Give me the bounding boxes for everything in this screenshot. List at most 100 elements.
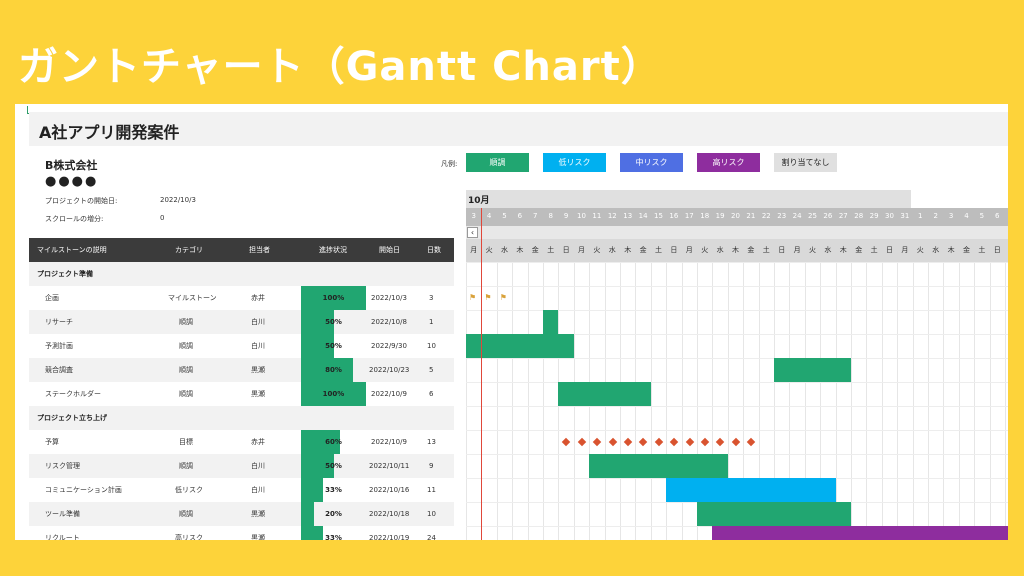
day-number: 30	[885, 212, 894, 220]
milestone-diamond	[577, 437, 587, 447]
project-start-label: プロジェクトの開始日:	[45, 197, 118, 205]
month-label: 10月	[468, 196, 490, 206]
day-number: 4	[486, 212, 492, 220]
milestone-diamond	[700, 437, 710, 447]
gantt-bar[interactable]	[466, 334, 574, 358]
grid-column-line	[820, 262, 822, 540]
weekday-label: 日	[562, 246, 570, 254]
progress-label: 60%	[325, 438, 342, 446]
gantt-bar[interactable]	[697, 502, 851, 526]
gantt-bar[interactable]	[666, 478, 836, 502]
row-owner: 黒瀬	[251, 534, 265, 540]
table-row[interactable]: リスク管理 順調 白川 50% 2022/10/11 9	[29, 454, 454, 478]
table-row[interactable]: 競合調査 順調 黒瀬 80% 2022/10/23 5	[29, 358, 454, 382]
section-label: プロジェクト準備	[37, 270, 93, 278]
table-row[interactable]: ステークホルダー 順調 黒瀬 100% 2022/10/9 6	[29, 382, 454, 406]
table-row[interactable]: コミュニケーション計画 低リスク 白川 33% 2022/10/16 11	[29, 478, 454, 502]
table-row[interactable]: 予測計画 順調 白川 50% 2022/9/30 10	[29, 334, 454, 358]
day-number: 21	[746, 212, 756, 220]
section-row[interactable]: プロジェクト立ち上げ	[29, 406, 454, 430]
gantt-chart: 10月 3 4 5 6 7 8 9 10 11 12 13 14 15 16 17 18 19 20 21 22 23 2…	[466, 190, 1008, 540]
row-start: 2022/10/23	[369, 366, 410, 374]
table-row[interactable]: リサーチ 順調 白川 50% 2022/10/8 1	[29, 310, 454, 334]
progress-label: 80%	[325, 366, 342, 374]
day-number: 11	[592, 212, 602, 220]
project-start-value[interactable]: 2022/10/3	[160, 196, 196, 204]
progress-bar	[301, 478, 323, 502]
weekday-label: 日	[670, 246, 678, 254]
row-category: 順調	[179, 390, 193, 398]
table-row[interactable]: 企画 マイルストーン 赤井 100% 2022/10/3 3	[29, 286, 454, 310]
header-owner[interactable]: 担当者	[249, 246, 270, 254]
project-title[interactable]: A社アプリ開発案件	[39, 123, 180, 142]
progress-label: 50%	[325, 318, 342, 326]
scroll-increment-value[interactable]: 0	[160, 214, 165, 222]
row-owner: 白川	[251, 318, 265, 326]
row-days: 10	[427, 510, 436, 518]
weekday-label: 木	[731, 246, 739, 254]
month-header: 10月	[466, 190, 911, 208]
grid-column-line	[928, 262, 929, 540]
grid-column-line	[851, 262, 852, 540]
legend-unassigned: 割り当てなし	[774, 153, 837, 172]
milestone-diamond	[654, 437, 664, 447]
row-desc: リクルート	[45, 534, 80, 540]
weekday-label: 日	[778, 246, 786, 254]
gantt-bar[interactable]	[543, 310, 559, 334]
grid-column-line	[943, 262, 945, 540]
weekday-label: 月	[470, 246, 478, 254]
row-start: 2022/10/18	[369, 510, 410, 518]
progress-bar	[301, 526, 323, 540]
day-number: 31	[900, 212, 910, 220]
row-days: 24	[427, 534, 436, 540]
weekday-label: 月	[793, 246, 801, 254]
progress-label: 50%	[325, 342, 342, 350]
section-row[interactable]: プロジェクト準備	[29, 262, 454, 286]
table-row[interactable]: 予算 目標 赤井 60% 2022/10/9 13	[29, 430, 454, 454]
milestone-diamond	[562, 437, 571, 447]
gantt-bar[interactable]	[558, 382, 651, 406]
row-owner: 黒瀬	[251, 390, 265, 398]
day-number: 14	[638, 212, 648, 220]
table-row[interactable]: リクルート 高リスク 黒瀬 33% 2022/10/19 24	[29, 526, 454, 540]
company-name[interactable]: B株式会社	[45, 159, 98, 172]
company-placeholder-dots[interactable]: ●●●●	[45, 174, 99, 189]
grid-column-line	[727, 262, 729, 540]
day-number: 24	[792, 212, 802, 220]
day-number: 5	[502, 212, 507, 220]
header-category[interactable]: カテゴリ	[175, 246, 203, 254]
row-category: 高リスク	[175, 534, 203, 540]
header-start[interactable]: 開始日	[379, 246, 400, 254]
day-number: 15	[654, 212, 663, 220]
day-number: 12	[607, 212, 617, 220]
row-owner: 白川	[251, 342, 265, 350]
progress-cell: 60%	[301, 430, 366, 454]
spreadsheet: A社アプリ開発案件 B株式会社 ●●●● プロジェクトの開始日: 2022/10…	[15, 104, 1008, 540]
row-days: 5	[429, 366, 434, 374]
gantt-bar[interactable]	[712, 526, 1008, 540]
grid-column-line	[804, 262, 806, 540]
day-number: 2	[933, 212, 938, 220]
scroll-left-button[interactable]: ‹	[467, 227, 478, 238]
row-owner: 白川	[251, 462, 265, 470]
header-days[interactable]: 日数	[427, 246, 441, 254]
weekday-label: 土	[870, 246, 878, 254]
row-start: 2022/10/11	[369, 462, 410, 470]
day-number: 27	[838, 212, 848, 220]
banner-title: ガントチャート（Gantt Chart）	[18, 44, 662, 90]
row-start: 2022/10/3	[371, 294, 407, 302]
day-number: 29	[869, 212, 879, 220]
legend-high-risk: 高リスク	[697, 153, 760, 172]
grid-column-line	[866, 262, 868, 540]
progress-bar	[301, 310, 334, 334]
gantt-bar[interactable]	[774, 358, 851, 382]
header-milestone[interactable]: マイルストーンの説明	[37, 246, 107, 254]
gantt-bar[interactable]	[589, 454, 728, 478]
header-progress[interactable]: 進捗状況	[319, 246, 347, 254]
table-row[interactable]: ツール準備 順調 黒瀬 20% 2022/10/18 10	[29, 502, 454, 526]
progress-label: 20%	[325, 510, 342, 518]
weekday-label: 水	[716, 246, 724, 254]
row-start: 2022/10/19	[369, 534, 410, 540]
weekday-row: 月火水木金土日月火水木金土日月火水木金土日月火水木金土日月火水木金土日	[466, 239, 1008, 262]
progress-cell: 50%	[301, 454, 366, 478]
